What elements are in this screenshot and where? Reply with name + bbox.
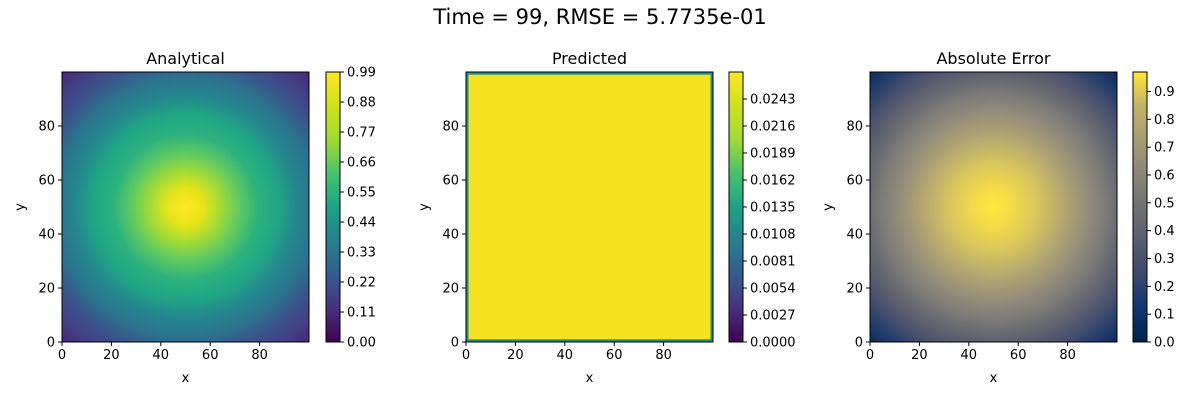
colorbar-tick-label: 0.0 [1154,336,1175,351]
colorbar-tick-label: 0.0000 [750,336,796,351]
colorbar-tick-label: 0.77 [347,126,376,141]
x-tick-label: 20 [507,348,524,363]
colorbar-tick-label: 0.0216 [750,120,796,135]
y-tick-label: 20 [442,282,459,297]
colorbar-tick-label: 0.33 [347,246,376,261]
colorbar-tick-label: 0.88 [347,96,376,111]
colorbar-tick-label: 0.3 [1154,252,1175,267]
x-tick-label: 60 [202,348,219,363]
axes-frame-absolute-error [869,71,1118,343]
colorbar-tick-label: 0.0054 [750,282,796,297]
y-tick-label: 40 [846,228,863,243]
colorbar-tick-label: 0.55 [347,186,376,201]
colorbar-tick-label: 0.0027 [750,309,796,324]
colorbar-ticks-predicted: 0.0000 0.0027 0.0054 0.0081 0.0108 0.0135 0.01… [743,93,796,351]
y-tick-label: 0 [451,336,459,351]
colorbar-ticks-analytical: 0.00 0.11 0.22 0.33 0.44 0.55 0.66 0.77 0.88 0.99 [340,66,376,351]
colorbar-tick-label: 0.9 [1154,85,1175,100]
x-ticks-absolute-error: 0 20 40 60 80 [866,342,1076,363]
x-ticks-analytical: 0 20 40 60 80 [58,342,268,363]
colorbar-tick-label: 0.0081 [750,255,796,270]
x-tick-label: 80 [251,348,268,363]
y-axis-label-analytical: y [13,203,28,211]
panel-title-analytical: Analytical [146,49,225,68]
x-tick-label: 40 [557,348,574,363]
colorbar-predicted [728,71,744,343]
y-ticks-predicted: 0 20 40 60 80 [442,120,466,351]
colorbar-absolute-error [1132,71,1148,343]
colorbar-tick-label: 0.0108 [750,228,796,243]
y-tick-label: 60 [38,174,55,189]
y-axis-label-absolute-error: y [821,203,836,211]
x-tick-label: 60 [606,348,623,363]
x-tick-label: 80 [655,348,672,363]
axes-frame-predicted [465,71,714,343]
colorbar-tick-label: 0.4 [1154,224,1175,239]
y-axis-label-predicted: y [417,203,432,211]
x-axis-label-analytical: x [182,371,190,386]
x-ticks-predicted: 0 20 40 60 80 [462,342,672,363]
x-tick-label: 80 [1059,348,1076,363]
panel-predicted: Predicted 0 20 40 60 80 0 20 40 60 80 x y 0.0000… [417,49,796,386]
x-tick-label: 60 [1010,348,1027,363]
colorbar-tick-label: 0.00 [347,336,376,351]
x-tick-label: 0 [462,348,470,363]
colorbar-tick-label: 0.0135 [750,201,796,216]
colorbar-tick-label: 0.22 [347,276,376,291]
y-tick-label: 60 [846,174,863,189]
colorbar-tick-label: 0.11 [347,306,376,321]
panel-absolute-error: Absolute Error 0 20 40 60 80 0 20 40 60 80 x y 0… [821,49,1175,386]
colorbar-tick-label: 0.0243 [750,93,796,108]
y-tick-label: 20 [846,282,863,297]
x-tick-label: 40 [961,348,978,363]
x-tick-label: 20 [103,348,120,363]
x-tick-label: 40 [153,348,170,363]
panel-title-absolute-error: Absolute Error [936,49,1050,68]
y-tick-label: 0 [47,336,55,351]
y-ticks-analytical: 0 20 40 60 80 [38,120,62,351]
y-tick-label: 20 [38,282,55,297]
colorbar-tick-label: 0.99 [347,66,376,81]
x-axis-label-predicted: x [586,371,594,386]
colorbar-tick-label: 0.0189 [750,147,796,162]
colorbar-tick-label: 0.6 [1154,168,1175,183]
colorbar-tick-label: 0.8 [1154,113,1175,128]
colorbar-tick-label: 0.44 [347,216,376,231]
heatmap-absolute-error [870,72,1117,342]
x-tick-label: 0 [866,348,874,363]
y-tick-label: 40 [38,228,55,243]
colorbar-tick-label: 0.66 [347,156,376,171]
colorbar-tick-label: 0.1 [1154,308,1175,323]
y-tick-label: 80 [846,120,863,135]
colorbar-analytical [325,71,341,343]
figure-suptitle: Time = 99, RMSE = 5.7735e-01 [432,5,766,29]
x-axis-label-absolute-error: x [990,371,998,386]
panel-title-predicted: Predicted [552,49,627,68]
y-tick-label: 0 [855,336,863,351]
x-tick-label: 0 [58,348,66,363]
heatmap-analytical [62,72,309,342]
y-tick-label: 60 [442,174,459,189]
y-ticks-absolute-error: 0 20 40 60 80 [846,120,870,351]
colorbar-tick-label: 0.0162 [750,174,796,189]
colorbar-tick-label: 0.7 [1154,141,1175,156]
y-tick-label: 80 [38,120,55,135]
axes-frame-analytical [61,71,310,343]
colorbar-tick-label: 0.2 [1154,280,1175,295]
heatmap-predicted [468,74,711,340]
colorbar-tick-label: 0.5 [1154,196,1175,211]
x-tick-label: 20 [911,348,928,363]
colorbar-ticks-absolute-error: 0.0 0.1 0.2 0.3 0.4 0.5 0.6 0.7 0.8 0.9 [1147,85,1175,351]
y-tick-label: 80 [442,120,459,135]
y-tick-label: 40 [442,228,459,243]
